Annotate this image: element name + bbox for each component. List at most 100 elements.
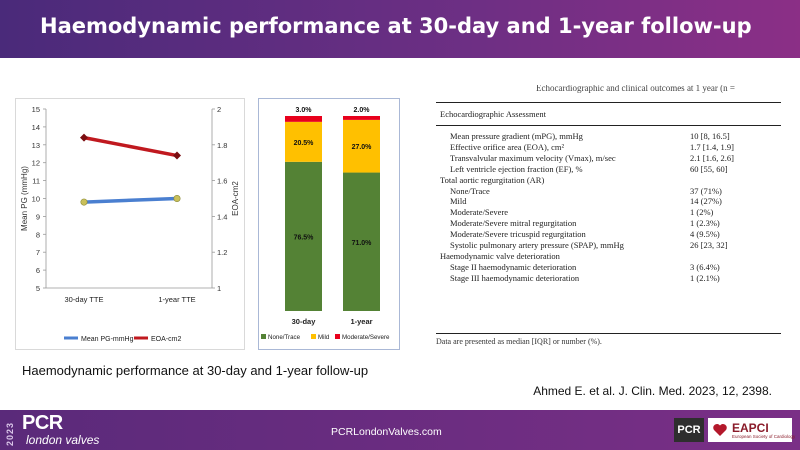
bar-segment [285,121,322,162]
table-top-rule [436,102,781,103]
x-tick-label: 30-day [292,317,317,326]
table-row-value: 4 (9.5%) [690,229,720,240]
series-point [80,133,88,142]
table-row-value: 3 (6.4%) [690,261,720,272]
left-tick-label: 12 [32,159,40,168]
table-row-label: Total aortic regurgitation (AR) [440,174,545,185]
table-row-label: Moderate/Severe mitral regurgitation [450,218,577,229]
series-point [173,151,181,160]
legend-label: EOA-cm2 [151,336,181,343]
left-tick-label: 8 [36,230,40,239]
x-tick-label: 1-year [350,317,372,326]
data-label: 27.0% [352,144,373,151]
table-row-label: Transvalvular maximum velocity (Vmax), m… [450,152,616,163]
table-row-label: Moderate/Severe tricuspid regurgitation [450,229,586,240]
table-bottom-rule [436,333,781,334]
right-tick-label: 1.6 [217,177,227,186]
left-tick-label: 15 [32,105,40,114]
data-label: 2.0% [354,107,371,114]
left-tick-label: 7 [36,248,40,257]
table-row-value: 1 (2%) [690,207,714,218]
right-tick-label: 2 [217,105,221,114]
right-axis-title: EOA-cm2 [231,181,240,216]
legend-swatch [335,334,340,339]
stacked-bar-chart: 76.5% 20.5% 3.0% 30-day 71.0% 27.0% 2.0% 1-year… [261,107,390,341]
table-row: Total aortic regurgitation (AR) [436,175,781,186]
stacked-bar-panel: 76.5% 20.5% 3.0% 30-day 71.0% 27.0% 2.0% 1-year… [258,98,400,350]
right-tick-label: 1.8 [217,141,227,150]
series-point [80,198,88,206]
slide-title: Haemodynamic performance at 30-day and 1… [40,14,752,38]
table-row-label: Mild [450,196,467,207]
legend-label: Mild [318,334,330,341]
table-row: Moderate/Severe 1 (2%) [436,207,781,218]
right-tick-label: 1 [217,284,221,293]
series-line [83,135,178,158]
bar-segment [285,116,322,122]
table-row: Moderate/Severe mitral regurgitation 1 (2… [436,218,781,229]
eapci-logo: EAPCI European Society of Cardiology [708,418,796,442]
table-row: Stage II haemodynamic deterioration 3 (6.… [436,262,781,273]
table-row-value: 14 (27%) [690,196,722,207]
table-row-label: Mean pressure gradient (mPG), mmHg [450,131,583,141]
table-row-label: Systolic pulmonary artery pressure (SPAP… [450,240,624,250]
line-chart: 5 6 7 8 9 10 11 12 13 14 15 1 1.2 1.4 1.6 1.8 2 Mean PG (… [20,105,240,343]
left-tick-label: 9 [36,212,40,221]
table-row: Stage III haemodynamic deterioration 1 (2… [436,273,781,284]
table-row-value: 60 [55, 60] [690,163,728,174]
left-tick-label: 10 [32,195,40,204]
bar-segment [343,172,380,311]
x-tick-label: 30-day TTE [64,295,103,304]
footer-year: 2023 [5,421,15,446]
data-label: 76.5% [294,234,315,241]
table-row: Transvalvular maximum velocity (Vmax), m… [436,153,781,164]
table-row-label: Moderate/Severe [450,207,509,218]
table-row-value: 1 (2.1%) [690,272,720,283]
left-tick-label: 6 [36,266,40,275]
table-row-value: 37 (71%) [690,185,722,196]
table-row: Effective orifice area (EOA), cm² 1.7 [1.… [436,142,781,153]
table-row: Left ventricle ejection fraction (EF), %… [436,164,781,175]
table-row-value: 10 [8, 16.5] [690,131,730,141]
footer-bar: 2023 PCR london valves PCRLondonValves.c… [0,410,800,450]
eapci-subtitle: European Society of Cardiology [732,434,796,439]
line-chart-panel: 5 6 7 8 9 10 11 12 13 14 15 1 1.2 1.4 1.6 1.8 2 Mean PG (… [15,98,245,350]
table-cut-title: Echocardiographic and clinical outcomes … [536,85,736,93]
data-label: 71.0% [352,240,373,247]
table-row: Haemodynamic valve deterioration [436,251,781,262]
table-row-label: Haemodynamic valve deterioration [440,250,560,261]
outcomes-table: Echocardiographic and clinical outcomes … [436,85,781,347]
right-tick-label: 1.2 [217,248,227,257]
legend-swatch [311,334,316,339]
table-row: Mild 14 (27%) [436,196,781,207]
legend-label: None/Trace [268,334,301,341]
bar-segment [285,161,322,311]
legend-label: Moderate/Severe [342,334,390,341]
table-row-label: Stage II haemodynamic deterioration [450,261,577,272]
table-row: Moderate/Severe tricuspid regurgitation 4… [436,229,781,240]
footer-url-link[interactable]: PCRLondonValves.com [331,426,442,438]
data-label: 20.5% [294,140,315,147]
table-section-title: Echocardiographic Assessment [436,109,781,120]
data-label: 3.0% [296,107,313,114]
pcr-logo-subtitle: london valves [26,433,100,447]
table-row: None/Trace 37 (71%) [436,186,781,197]
citation: Ahmed E. et al. J. Clin. Med. 2023, 12, … [533,384,772,398]
table-row-label: Effective orifice area (EOA), cm² [450,141,565,152]
table-header-rule [436,125,781,126]
legend-label: Mean PG-mmHg [81,336,134,343]
table-row: Systolic pulmonary artery pressure (SPAP… [436,240,781,251]
right-tick-label: 1.4 [217,212,227,221]
table-row: Mean pressure gradient (mPG), mmHg 10 [8,… [436,131,781,142]
left-tick-label: 5 [36,284,40,293]
figure-caption: Haemodynamic performance at 30-day and 1… [22,363,369,378]
legend-swatch [261,334,266,339]
section-title-text: Echocardiographic Assessment [440,109,546,119]
table-row-value: 1.7 [1.4, 1.9] [690,141,734,152]
bar-segment [343,116,380,120]
heart-icon [713,424,727,436]
title-banner: Haemodynamic performance at 30-day and 1… [0,0,800,58]
table-footnote: Data are presented as median [IQR] or nu… [436,337,602,346]
pcr-badge-logo: PCR [674,418,704,442]
table-row-label: Stage III haemodynamic deterioration [450,272,580,283]
